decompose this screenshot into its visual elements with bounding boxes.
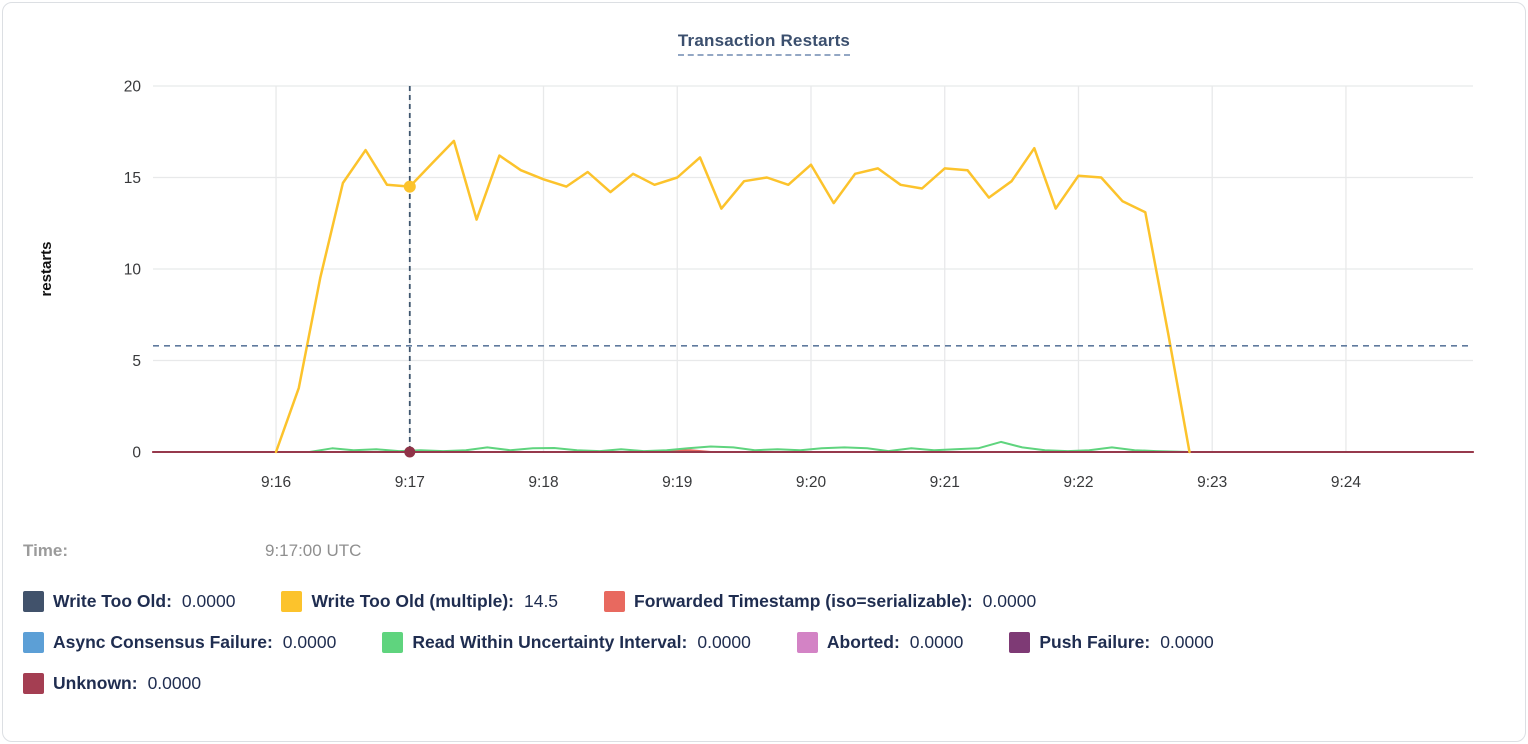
transaction-restarts-chart[interactable]: 0 5 10 15 20 9:16 9:17 9:18 9:19 9:20 9:21 9:22 9:23…: [3, 3, 1526, 515]
hover-time-row: Time: 9:17:00 UTC: [23, 541, 361, 561]
legend-value: 0.0000: [909, 632, 964, 652]
legend-item-aborted[interactable]: Aborted: 0.0000: [796, 632, 964, 653]
legend-swatch: [23, 632, 44, 653]
legend-label: Push Failure:: [1039, 632, 1151, 652]
x-tick-label: 9:18: [528, 474, 558, 491]
legend-swatch: [382, 632, 404, 653]
legend-label: Write Too Old (multiple):: [311, 591, 514, 611]
legend-value: 14.5: [523, 591, 559, 611]
legend-value: 0.0000: [697, 632, 751, 652]
time-value: 9:17:00 UTC: [265, 541, 362, 560]
x-tick-label: 9:16: [261, 474, 291, 491]
legend-label: Forwarded Timestamp (iso=serializable):: [634, 591, 973, 611]
y-tick-label: 20: [124, 79, 142, 96]
legend-swatch: [796, 632, 818, 653]
x-tick-label: 9:23: [1197, 474, 1227, 491]
chart-legend: Write Too Old: 0.0000 Write Too Old (mul…: [23, 591, 1505, 714]
chart-title-wrap: Transaction Restarts: [3, 31, 1525, 56]
legend-item-async-consensus-failure[interactable]: Async Consensus Failure: 0.0000: [23, 632, 336, 653]
legend-value: 0.0000: [181, 591, 236, 611]
time-label: Time:: [23, 541, 69, 560]
y-tick-label: 5: [132, 353, 141, 370]
x-tick-label: 9:17: [395, 474, 425, 491]
legend-value: 0.0000: [147, 673, 202, 693]
legend-label: Read Within Uncertainty Interval:: [412, 632, 688, 652]
x-tick-label: 9:21: [930, 474, 960, 491]
series-line-read-within-uncertainty-interval: [308, 440, 1191, 453]
y-tick-label: 15: [124, 170, 141, 187]
legend-value: 0.0000: [1160, 632, 1214, 652]
chart-title[interactable]: Transaction Restarts: [677, 31, 851, 56]
legend-item-write-too-old[interactable]: Write Too Old: 0.0000: [23, 591, 235, 612]
x-tick-label: 9:22: [1063, 474, 1093, 491]
legend-item-forwarded-timestamp[interactable]: Forwarded Timestamp (iso=serializable): …: [604, 591, 1036, 612]
legend-swatch: [1009, 632, 1031, 653]
legend-value: 0.0000: [282, 632, 337, 652]
legend-value: 0.0000: [982, 591, 1037, 611]
x-tick-label: 9:24: [1331, 474, 1362, 491]
legend-row: Unknown: 0.0000: [23, 673, 1505, 694]
legend-label: Aborted:: [826, 632, 900, 652]
legend-swatch: [281, 591, 303, 612]
legend-label: Write Too Old:: [53, 591, 172, 611]
legend-row: Write Too Old: 0.0000 Write Too Old (mul…: [23, 591, 1505, 612]
legend-item-write-too-old-multiple[interactable]: Write Too Old (multiple): 14.5: [281, 591, 558, 612]
x-tick-label: 9:19: [662, 474, 692, 491]
y-axis-label: restarts: [38, 241, 55, 296]
y-tick-label: 0: [132, 445, 141, 462]
chart-highlight-dot: [404, 446, 416, 458]
series-line-write-too-old-multiple-: [274, 139, 1191, 454]
x-tick-label: 9:20: [796, 474, 827, 491]
legend-swatch: [23, 591, 44, 612]
chart-highlight-dot: [403, 180, 416, 193]
y-tick-label: 10: [124, 262, 142, 279]
legend-label: Unknown:: [53, 673, 138, 693]
legend-item-read-within-uncertainty-interval[interactable]: Read Within Uncertainty Interval: 0.0000: [382, 632, 751, 653]
legend-item-push-failure[interactable]: Push Failure: 0.0000: [1009, 632, 1214, 653]
legend-swatch: [23, 673, 44, 694]
legend-label: Async Consensus Failure:: [53, 632, 273, 652]
legend-row: Async Consensus Failure: 0.0000 Read Wit…: [23, 632, 1505, 653]
legend-item-unknown[interactable]: Unknown: 0.0000: [23, 673, 201, 694]
legend-swatch: [604, 591, 626, 612]
